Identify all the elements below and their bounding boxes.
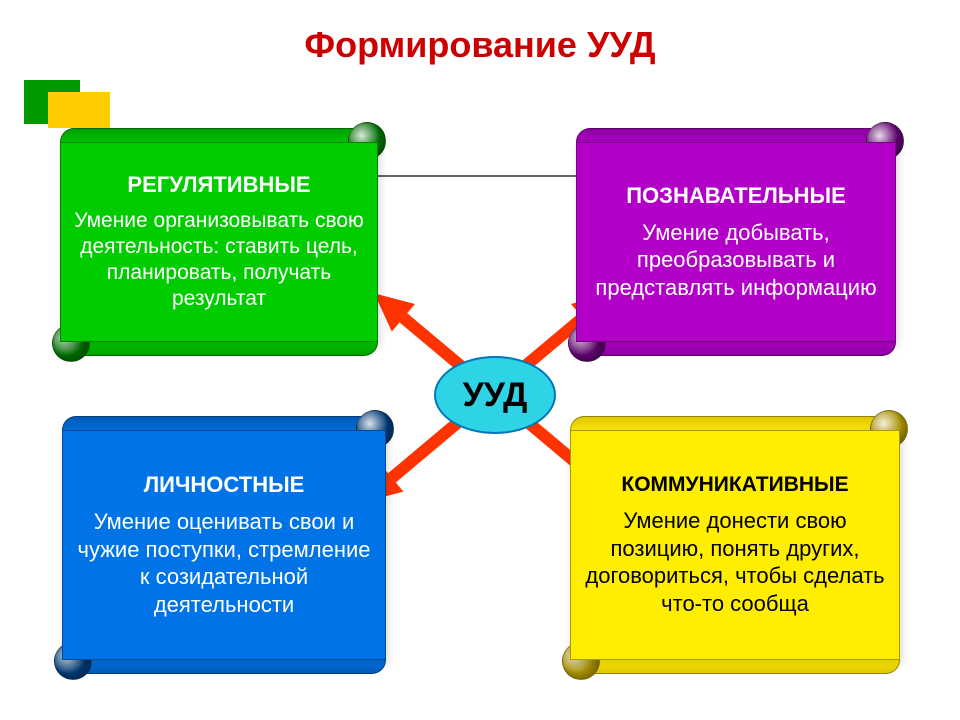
card-body: Умение добывать, преобразовывать и предс… <box>587 219 885 302</box>
card-body: Умение организовывать свою деятельность:… <box>71 208 367 313</box>
card-title: РЕГУЛЯТИВНЫЕ <box>71 172 367 198</box>
card-regulative: РЕГУЛЯТИВНЫЕ Умение организовывать свою д… <box>60 142 378 342</box>
corner-decoration <box>24 80 114 126</box>
center-node: УУД <box>434 356 556 434</box>
card-title: ПОЗНАВАТЕЛЬНЫЕ <box>587 183 885 209</box>
card-body: Умение оценивать свои и чужие поступки, … <box>73 508 375 618</box>
card-body: Умение донести свою позицию, понять друг… <box>581 507 889 617</box>
page-title: Формирование УУД <box>0 24 960 66</box>
card-personal: ЛИЧНОСТНЫЕ Умение оценивать свои и чужие … <box>62 430 386 660</box>
card-cognitive: ПОЗНАВАТЕЛЬНЫЕ Умение добывать, преобразо… <box>576 142 896 342</box>
card-communicative: КОММУНИКАТИВНЫЕ Умение донести свою позиц… <box>570 430 900 660</box>
card-title: ЛИЧНОСТНЫЕ <box>73 472 375 498</box>
card-title: КОММУНИКАТИВНЫЕ <box>581 473 889 497</box>
diagram-stage: Формирование УУД УУД РЕГУЛЯТИВНЫЕ Умение … <box>0 0 960 720</box>
